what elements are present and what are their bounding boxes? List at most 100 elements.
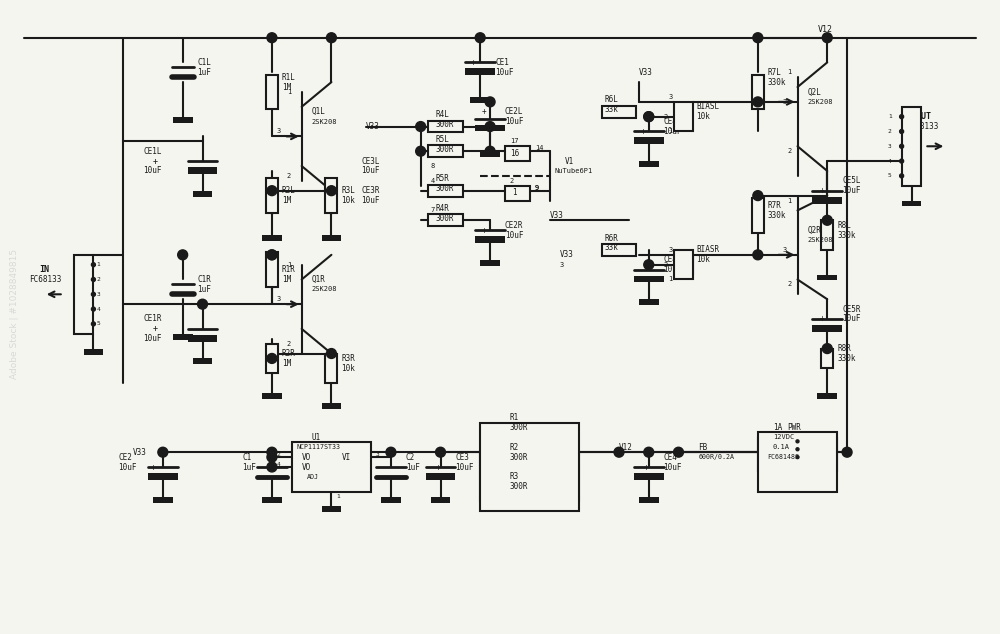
Bar xyxy=(752,75,764,109)
Text: R8L: R8L xyxy=(837,221,851,230)
Text: 1M: 1M xyxy=(282,359,291,368)
Text: 10k: 10k xyxy=(341,196,355,205)
Text: 3: 3 xyxy=(669,247,673,253)
Circle shape xyxy=(178,250,188,260)
Text: 3: 3 xyxy=(376,451,380,456)
Text: VI: VI xyxy=(341,453,351,462)
Text: 2: 2 xyxy=(888,129,892,134)
Text: 1: 1 xyxy=(336,494,340,499)
Bar xyxy=(752,198,764,233)
Circle shape xyxy=(485,122,495,131)
Text: 300R: 300R xyxy=(510,453,528,462)
Bar xyxy=(475,236,505,243)
Text: CE1L: CE1L xyxy=(143,146,162,156)
Text: +: + xyxy=(644,462,648,472)
Text: 330k: 330k xyxy=(768,211,786,220)
Bar xyxy=(674,102,693,131)
Text: V33: V33 xyxy=(366,122,380,131)
Text: R1L: R1L xyxy=(282,73,296,82)
Text: 1: 1 xyxy=(287,262,291,268)
Text: R3R: R3R xyxy=(341,354,355,363)
Text: 1: 1 xyxy=(669,129,673,134)
Bar xyxy=(74,255,93,333)
Text: 1: 1 xyxy=(788,198,792,204)
Text: 300R: 300R xyxy=(436,214,454,223)
Text: 2SK208: 2SK208 xyxy=(807,99,833,105)
Text: R5R: R5R xyxy=(436,174,449,183)
Circle shape xyxy=(91,278,95,281)
Text: 2: 2 xyxy=(287,340,291,347)
Text: 14: 14 xyxy=(535,145,543,152)
Text: 300R: 300R xyxy=(436,184,454,193)
Bar xyxy=(84,349,103,354)
Text: R3: R3 xyxy=(510,472,519,481)
Text: +: + xyxy=(153,325,158,333)
Circle shape xyxy=(267,354,277,363)
Bar xyxy=(602,244,636,256)
Bar xyxy=(322,235,341,241)
Text: CE5L: CE5L xyxy=(842,176,861,185)
Bar xyxy=(262,496,282,503)
Text: U1: U1 xyxy=(312,433,321,442)
Bar xyxy=(381,496,401,503)
Text: 1M: 1M xyxy=(282,82,291,91)
Bar xyxy=(634,473,664,480)
Text: 9: 9 xyxy=(535,184,539,191)
Bar xyxy=(812,197,842,204)
Circle shape xyxy=(644,112,654,122)
Text: R7R: R7R xyxy=(768,201,782,210)
Text: 2: 2 xyxy=(287,173,291,179)
Text: NCP1117ST33: NCP1117ST33 xyxy=(297,444,341,450)
Text: R7L: R7L xyxy=(768,68,782,77)
Text: 10uF: 10uF xyxy=(664,265,682,274)
Text: CE4: CE4 xyxy=(664,453,678,462)
Circle shape xyxy=(822,344,832,354)
Text: FC68133: FC68133 xyxy=(29,275,61,284)
Text: 2: 2 xyxy=(664,113,668,120)
Text: V1: V1 xyxy=(564,157,574,165)
Text: CE3: CE3 xyxy=(455,453,469,462)
Text: +: + xyxy=(436,462,440,472)
Circle shape xyxy=(822,33,832,42)
Bar xyxy=(325,354,337,383)
Text: Adobe Stock | #1028849815: Adobe Stock | #1028849815 xyxy=(10,249,19,379)
Text: 5: 5 xyxy=(96,321,100,327)
Circle shape xyxy=(796,456,799,458)
Text: 17: 17 xyxy=(510,138,518,145)
Text: R6R: R6R xyxy=(604,233,618,243)
Text: 8: 8 xyxy=(431,163,435,169)
Circle shape xyxy=(900,159,904,163)
Circle shape xyxy=(267,250,277,260)
Text: 600R/0.2A: 600R/0.2A xyxy=(698,454,734,460)
Text: 10uF: 10uF xyxy=(842,314,861,323)
Bar xyxy=(148,473,178,480)
Bar xyxy=(173,333,193,340)
Bar xyxy=(674,250,693,280)
Text: 10k: 10k xyxy=(696,112,710,121)
Circle shape xyxy=(386,447,396,457)
Text: BIASR: BIASR xyxy=(696,245,719,254)
Circle shape xyxy=(326,349,336,358)
Text: 7: 7 xyxy=(431,207,435,214)
Bar xyxy=(470,97,490,103)
Circle shape xyxy=(158,447,168,457)
Text: 1M: 1M xyxy=(282,275,291,284)
Text: V12: V12 xyxy=(619,443,633,452)
Circle shape xyxy=(416,146,426,156)
Text: CE2: CE2 xyxy=(118,453,132,462)
Text: 1: 1 xyxy=(287,89,291,95)
Text: 3: 3 xyxy=(560,262,564,268)
Text: 300R: 300R xyxy=(510,482,528,491)
Bar xyxy=(817,393,837,399)
Text: R4L: R4L xyxy=(436,110,449,119)
Text: CE5R: CE5R xyxy=(842,304,861,314)
Bar xyxy=(292,443,371,492)
Text: 2SK208: 2SK208 xyxy=(312,119,337,125)
Circle shape xyxy=(267,250,277,260)
Bar xyxy=(821,220,833,250)
Text: IN: IN xyxy=(39,265,49,274)
Text: CE3L: CE3L xyxy=(361,157,380,165)
Text: 10uF: 10uF xyxy=(118,462,137,472)
Text: Q1R: Q1R xyxy=(312,275,325,284)
Text: 300R: 300R xyxy=(436,120,454,129)
